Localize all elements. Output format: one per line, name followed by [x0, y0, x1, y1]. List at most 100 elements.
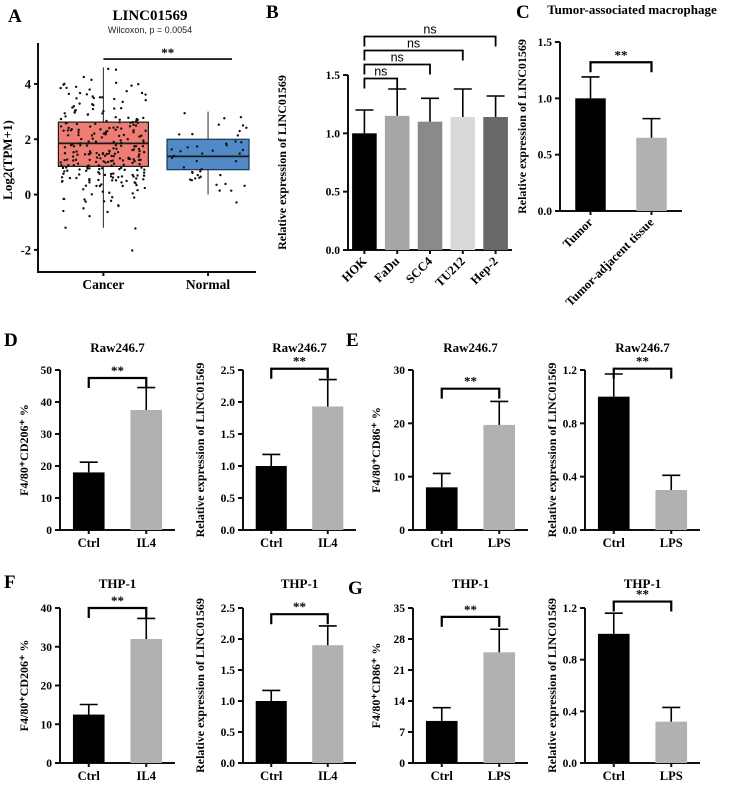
svg-text:Relative expression of LINC015: Relative expression of LINC01569: [275, 75, 289, 250]
svg-text:7: 7: [399, 727, 405, 739]
svg-text:0: 0: [399, 758, 405, 770]
svg-text:ns: ns: [407, 37, 420, 51]
svg-text:1.5: 1.5: [326, 70, 341, 82]
svg-text:**: **: [111, 363, 124, 378]
svg-text:30: 30: [394, 365, 406, 377]
svg-text:Tumor-associated macrophage: Tumor-associated macrophage: [547, 2, 717, 17]
svg-text:1.5: 1.5: [221, 429, 236, 441]
chart-g-linc-expression-bars: 0.0 0.4 0.8 1.2 Ctrl LPS **THP-1 Relative expre…: [545, 576, 700, 783]
svg-text:0: 0: [46, 758, 52, 770]
svg-text:THP-1: THP-1: [452, 576, 490, 591]
svg-text:Normal: Normal: [186, 277, 230, 292]
svg-text:Raw246.7: Raw246.7: [90, 340, 145, 355]
panel-label-f: F: [4, 572, 16, 593]
svg-text:0.0: 0.0: [326, 245, 341, 257]
svg-text:Ctrl: Ctrl: [78, 536, 101, 550]
svg-text:FaDu: FaDu: [371, 254, 402, 285]
svg-text:Ctrl: Ctrl: [260, 536, 283, 550]
svg-text:Wilcoxon, p = 0.0054: Wilcoxon, p = 0.0054: [108, 25, 192, 35]
svg-text:4: 4: [25, 77, 32, 91]
svg-text:30: 30: [41, 429, 53, 441]
svg-text:**: **: [464, 602, 477, 617]
svg-text:Ctrl: Ctrl: [260, 769, 283, 783]
svg-text:1.2: 1.2: [563, 603, 578, 615]
svg-text:40: 40: [41, 603, 53, 615]
svg-text:HOK: HOK: [339, 254, 370, 285]
svg-text:Tumor: Tumor: [560, 215, 596, 251]
svg-text:IL4: IL4: [137, 536, 157, 550]
svg-text:LPS: LPS: [660, 769, 683, 783]
svg-text:THP-1: THP-1: [99, 576, 137, 591]
svg-text:20: 20: [41, 681, 53, 693]
svg-text:0.4: 0.4: [563, 472, 578, 484]
chart-d-linc-expression-bars: 0.0 0.5 1.0 1.5 2.0 2.5 Ctrl IL4 **Raw246.7 Relat…: [193, 340, 356, 550]
chart-e-linc-expression-bars: 0.0 0.4 0.8 1.2 Ctrl LPS **Raw246.7 Relative ex…: [545, 340, 700, 550]
svg-text:0.8: 0.8: [563, 418, 578, 430]
chart-d-cd206-percent-bars: 0 10 20 30 40 50 Ctrl IL4 ** Raw246.7 F4/80⁺CD206⁺…: [17, 340, 175, 550]
svg-text:0: 0: [399, 525, 405, 537]
svg-text:10: 10: [394, 472, 406, 484]
svg-text:21: 21: [394, 665, 406, 677]
svg-text:1.0: 1.0: [221, 461, 236, 473]
svg-text:THP-1: THP-1: [624, 576, 662, 591]
panel-label-a: A: [8, 6, 22, 27]
svg-text:**: **: [293, 599, 306, 614]
svg-text:F4/80⁺CD86⁺ %: F4/80⁺CD86⁺ %: [369, 643, 383, 729]
panel-label-b: B: [266, 2, 279, 23]
svg-text:F4/80⁺CD86⁺ %: F4/80⁺CD86⁺ %: [369, 407, 383, 493]
svg-text:Ctrl: Ctrl: [431, 536, 454, 550]
svg-text:IL4: IL4: [318, 769, 338, 783]
svg-text:1.5: 1.5: [221, 665, 236, 677]
svg-text:Log2(TPM+1): Log2(TPM+1): [0, 120, 15, 200]
svg-text:20: 20: [394, 418, 406, 430]
panel-label-g: G: [348, 578, 363, 599]
svg-text:0.4: 0.4: [563, 706, 578, 718]
svg-text:**: **: [615, 47, 628, 62]
svg-text:14: 14: [394, 696, 406, 708]
svg-text:2.0: 2.0: [221, 397, 236, 409]
svg-text:40: 40: [41, 397, 53, 409]
svg-text:Relative expression of LINC015: Relative expression of LINC01569: [545, 598, 559, 773]
svg-text:Raw246.7: Raw246.7: [615, 340, 670, 355]
svg-text:0.5: 0.5: [326, 187, 341, 199]
svg-text:0.0: 0.0: [221, 525, 236, 537]
svg-text:Raw246.7: Raw246.7: [272, 340, 327, 355]
svg-text:F4/80⁺CD206⁺ %: F4/80⁺CD206⁺ %: [17, 404, 31, 496]
svg-text:50: 50: [41, 365, 53, 377]
svg-text:20: 20: [41, 461, 53, 473]
svg-text:Relative expression of LINC015: Relative expression of LINC01569: [193, 598, 207, 773]
svg-text:Ctrl: Ctrl: [78, 769, 101, 783]
svg-text:1.5: 1.5: [538, 37, 553, 49]
svg-text:2: 2: [25, 133, 31, 147]
svg-text:Ctrl: Ctrl: [431, 769, 454, 783]
svg-text:2.5: 2.5: [221, 365, 236, 377]
svg-text:**: **: [111, 593, 124, 608]
svg-text:ns: ns: [391, 51, 404, 65]
svg-text:28: 28: [394, 634, 406, 646]
svg-text:LPS: LPS: [488, 769, 511, 783]
svg-text:F4/80⁺CD206⁺ %: F4/80⁺CD206⁺ %: [17, 640, 31, 732]
svg-text:0.5: 0.5: [221, 727, 236, 739]
svg-text:1.0: 1.0: [221, 696, 236, 708]
svg-text:Relative expression of LINC015: Relative expression of LINC01569: [193, 363, 207, 538]
svg-text:LINC01569: LINC01569: [112, 8, 187, 24]
svg-text:ns: ns: [423, 23, 436, 37]
svg-text:0.0: 0.0: [221, 758, 236, 770]
svg-text:Relative expression of LINC015: Relative expression of LINC01569: [545, 363, 559, 538]
svg-text:IL4: IL4: [137, 769, 157, 783]
svg-text:SCC4: SCC4: [403, 254, 436, 287]
svg-text:35: 35: [394, 603, 406, 615]
chart-g-cd86-percent-bars: 0 7 14 21 28 35 Ctrl LPS ** THP-1 F4/80⁺CD86⁺ %: [369, 576, 528, 783]
svg-text:0.5: 0.5: [221, 493, 236, 505]
svg-text:TU212: TU212: [432, 254, 467, 289]
svg-text:**: **: [293, 354, 306, 369]
svg-text:Relative expression of LINC015: Relative expression of LINC01569: [515, 39, 529, 214]
panel-label-c: C: [516, 2, 530, 23]
svg-text:0.0: 0.0: [563, 758, 578, 770]
svg-text:-2: -2: [21, 243, 31, 257]
svg-text:1.2: 1.2: [563, 365, 578, 377]
